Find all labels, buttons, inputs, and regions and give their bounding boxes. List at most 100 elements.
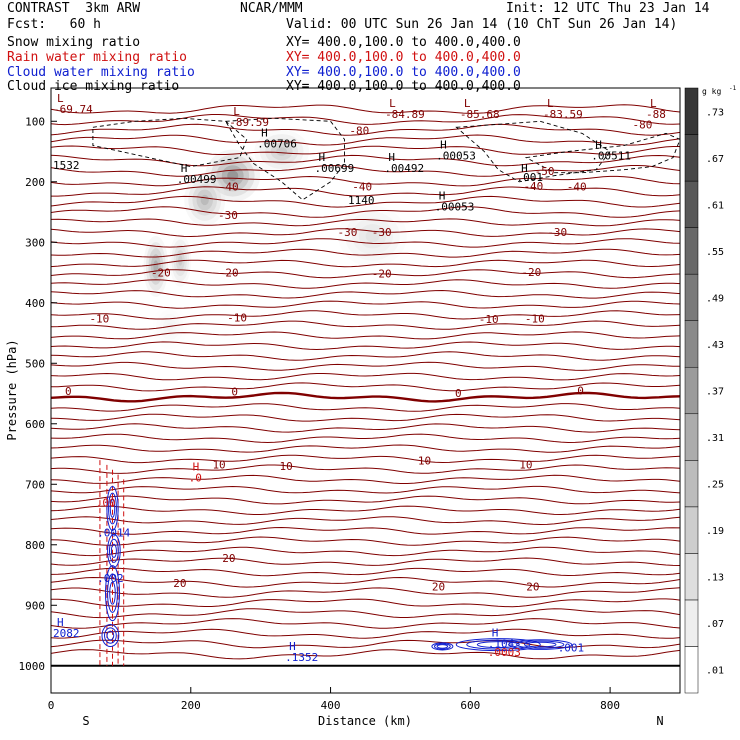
snow-shade-2 [216, 160, 250, 192]
snow-shade-3 [196, 189, 213, 211]
extremum-marker: H [595, 139, 602, 152]
temp-contour-line [51, 444, 680, 453]
colorbar-segment [684, 460, 699, 508]
extremum-value: 2082 [53, 627, 80, 640]
temp-contour-line [51, 361, 680, 371]
extremum-value: .00053 [435, 200, 475, 213]
colorbar-label: .01 [706, 666, 724, 677]
field-value-label: .00 [96, 496, 116, 509]
contour-labels: -80 -80 -50 -40 -40 -40 -40 -30 -30 -30 -30 -20 -20 -… [53, 92, 666, 664]
extremum-marker: H [289, 640, 296, 653]
temp-contour-line [51, 195, 680, 208]
contour-label: -80 [349, 124, 369, 137]
field-xy-cloud-water: XY= 400.0,100.0 to 400.0,400.0 [286, 65, 521, 80]
cloud-water-contour [431, 642, 454, 651]
extremum-marker: H [439, 189, 446, 202]
y-tick-label: 900 [25, 599, 45, 612]
temp-contour-line [51, 474, 680, 484]
cloud-water-contour [436, 644, 449, 649]
snow-shade-4 [276, 147, 288, 156]
extremum-marker: L [233, 105, 240, 118]
temp-contour-line [51, 248, 680, 258]
colorbar-segment [684, 180, 699, 228]
y-tick-label: 200 [25, 176, 45, 189]
contour-label: -30 [218, 209, 238, 222]
contour-label: 10 [280, 460, 293, 473]
snow-shade-4 [265, 138, 299, 165]
contour-label: 0 [455, 387, 462, 400]
cloud-ice-contours [92, 117, 680, 201]
extremum-marker: H [181, 162, 188, 175]
temp-contour-line [51, 175, 680, 187]
colorbar-unit: g kg [702, 87, 721, 96]
contour-label: 10 [212, 458, 225, 471]
colorbar-unit-exponent: -1 [729, 85, 737, 92]
contour-label: 10 [519, 458, 532, 471]
contour-label: -30 [338, 226, 358, 239]
field-xy-cloud-ice: XY= 400.0,100.0 to 400.0,400.0 [286, 79, 521, 94]
temp-contour-line [51, 454, 680, 464]
snow-shade-4 [270, 142, 293, 161]
temp-contour-line [51, 618, 680, 629]
cloud-water-contour [106, 630, 115, 641]
cloud-ice-contour-0 [92, 117, 248, 168]
contour-label: -20 [219, 267, 239, 280]
field-value-label: .0014 [97, 527, 130, 540]
temp-contour-line [51, 320, 680, 330]
temp-contour-line [51, 279, 680, 289]
init-time: Init: 12 UTC Thu 23 Jan 14 [506, 1, 710, 16]
contour-label: -40 [523, 180, 543, 193]
org-label: NCAR/MMM [240, 1, 303, 16]
temp-contour-line [51, 598, 680, 608]
snow-shade-0 [143, 235, 169, 297]
colorbar-label: .07 [706, 619, 724, 630]
colorbar-segment [684, 366, 699, 415]
contour-label: -50 [535, 165, 555, 178]
extremum-value: .00499 [177, 173, 217, 186]
temp-contour-line [51, 433, 680, 444]
colorbar-label: .19 [706, 526, 724, 537]
temp-contour-line [51, 382, 680, 392]
snow-shade-5 [345, 211, 400, 261]
snow-shade-6 [152, 305, 187, 349]
field-label-rain: Rain water mixing ratio [7, 50, 188, 65]
cloud-water-contour [508, 639, 573, 650]
extremum-value: .00699 [314, 162, 354, 175]
temp-contour-line [51, 218, 680, 227]
colorbar-segment [684, 413, 699, 461]
temp-contour-line [51, 495, 680, 505]
contour-label: 20 [526, 581, 539, 594]
contour-label: -20 [521, 266, 541, 279]
field-value-label: 1140 [348, 194, 375, 207]
contour-label: -40 [219, 181, 239, 194]
contour-label: -10 [525, 313, 545, 326]
contour-label: -10 [227, 311, 247, 324]
y-tick-label: 800 [25, 539, 45, 552]
temp-contour-line [51, 341, 680, 351]
temp-contour-line [51, 145, 680, 155]
field-xy-rain: XY= 400.0,100.0 to 400.0,400.0 [286, 50, 521, 65]
contour-label: -20 [372, 268, 392, 281]
temp-contour-line [51, 104, 680, 114]
extremum-value: .104 [488, 638, 515, 651]
snow-shade-2 [205, 149, 261, 202]
rain-cloud-columns [99, 460, 573, 666]
snow-shade-0 [153, 260, 159, 273]
x-end-label-right: N [656, 714, 663, 728]
colorbar-segment [684, 320, 699, 368]
temp-contour-line [51, 505, 680, 516]
cloud-water-contour [107, 533, 121, 568]
extremum-marker: L [464, 97, 471, 110]
colorbar-segment [684, 134, 699, 182]
extremum-marker: L [650, 97, 657, 110]
colorbar-label: .55 [706, 247, 724, 258]
cloud-water-contour [104, 627, 117, 644]
temp-contour-line [51, 134, 680, 146]
temp-contour-line [51, 557, 680, 566]
cloud-water-contour [516, 640, 565, 649]
temp-contour-line [51, 576, 680, 588]
snow-shade-5 [365, 230, 380, 243]
colorbar-segment [684, 227, 699, 275]
temp-contour-line [51, 372, 680, 381]
